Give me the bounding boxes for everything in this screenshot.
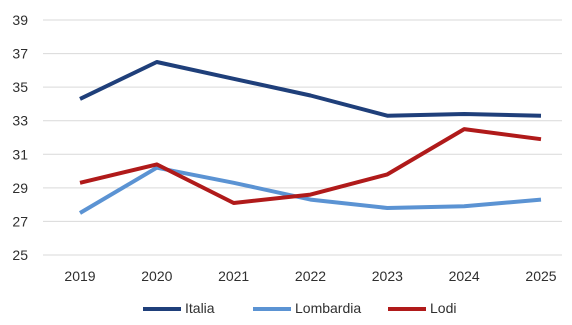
- y-tick-label: 31: [12, 146, 28, 162]
- gridlines: [43, 19, 562, 256]
- x-tick-label: 2025: [525, 268, 556, 284]
- legend: Italia Lombardia Lodi: [143, 300, 456, 316]
- x-tick-label: 2022: [295, 268, 326, 284]
- y-tick-label: 35: [12, 79, 28, 95]
- legend-label-lombardia: Lombardia: [295, 300, 361, 316]
- series-line-italia: [79, 60, 542, 118]
- series-line-lodi: [79, 127, 542, 205]
- y-tick-label: 25: [12, 247, 28, 263]
- legend-label-lodi: Lodi: [430, 300, 456, 316]
- x-axis: 2019 2020 2021 2022 2023 2024 2025: [64, 268, 556, 284]
- y-axis: 25 27 29 31 33 35 37 39: [12, 12, 28, 263]
- x-tick-label: 2019: [64, 268, 95, 284]
- x-tick-label: 2020: [141, 268, 172, 284]
- x-tick-label: 2024: [449, 268, 480, 284]
- series-lines: [78, 60, 542, 215]
- y-tick-label: 37: [12, 46, 28, 62]
- x-tick-label: 2021: [218, 268, 249, 284]
- y-tick-label: 39: [12, 12, 28, 28]
- legend-label-italia: Italia: [185, 300, 215, 316]
- x-tick-label: 2023: [372, 268, 403, 284]
- series-line-lombardia: [78, 165, 542, 215]
- y-tick-label: 33: [12, 113, 28, 129]
- y-tick-label: 27: [12, 213, 28, 229]
- y-tick-label: 29: [12, 180, 28, 196]
